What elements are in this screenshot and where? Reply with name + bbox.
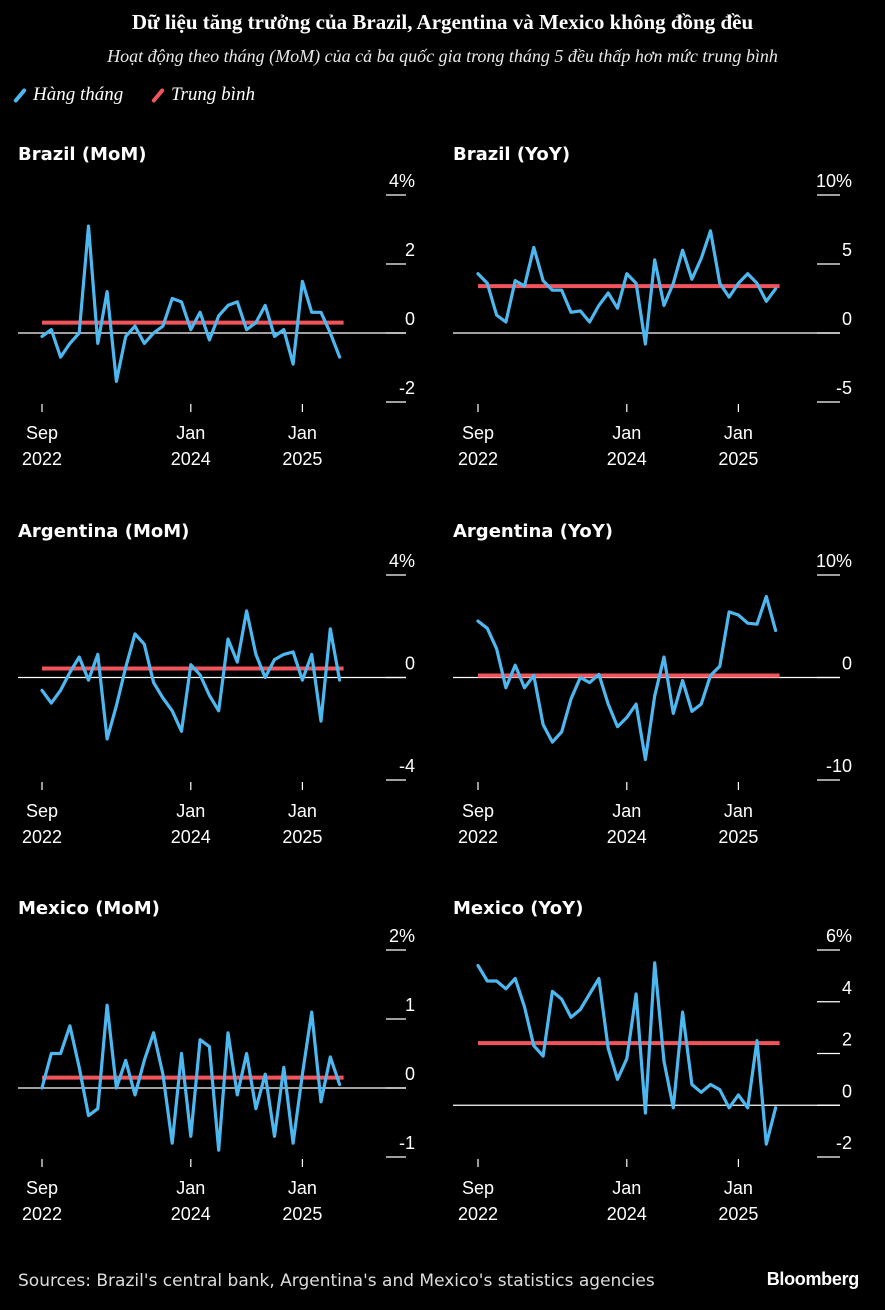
y-tick-label: 2 [842, 1030, 852, 1050]
y-tick-label: -10 [826, 756, 852, 776]
y-tick-label: -2 [399, 378, 415, 398]
x-tick-label-year: 2025 [282, 827, 322, 847]
y-tick-label: 10% [816, 551, 852, 571]
y-tick-label: 0 [405, 1064, 415, 1084]
legend-item-monthly: Hàng tháng [13, 84, 124, 106]
y-tick-label: 6% [826, 926, 852, 946]
panel-title: Brazil (YoY) [453, 144, 570, 165]
x-tick-label-month: Jan [288, 1178, 317, 1198]
x-tick-label-month: Sep [462, 423, 494, 443]
x-tick-label-year: 2022 [22, 449, 62, 469]
panel-title: Argentina (YoY) [453, 521, 613, 542]
x-tick-label-year: 2022 [458, 827, 498, 847]
panel-title: Brazil (MoM) [18, 144, 146, 165]
y-tick-label: -4 [399, 756, 415, 776]
x-tick-label-year: 2024 [607, 827, 647, 847]
x-tick-label-month: Jan [288, 423, 317, 443]
x-tick-label-month: Jan [612, 801, 641, 821]
x-tick-label-year: 2022 [458, 1204, 498, 1224]
y-tick-label: 2% [389, 926, 415, 946]
y-tick-label: 4% [389, 171, 415, 191]
x-tick-label-year: 2024 [607, 1204, 647, 1224]
y-tick-label: 0 [405, 309, 415, 329]
x-tick-label-month: Jan [612, 423, 641, 443]
panel-title: Mexico (MoM) [18, 898, 160, 919]
legend: Hàng tháng Trung bình [13, 84, 283, 110]
x-tick-label-month: Jan [724, 801, 753, 821]
y-tick-label: 4% [389, 551, 415, 571]
y-tick-label: 5 [842, 240, 852, 260]
panel-brazil-mom: Brazil (MoM) 4% 2 0 -2 Sep 2022 Jan 2024 Jan 2025 [18, 144, 415, 469]
y-tick-label: 10% [816, 171, 852, 191]
x-tick-label-month: Jan [176, 1178, 205, 1198]
x-tick-label-year: 2022 [22, 1204, 62, 1224]
monthly-series-line [476, 961, 778, 1146]
y-tick-label: -5 [836, 378, 852, 398]
x-tick-label-month: Sep [26, 1178, 58, 1198]
chart-subtitle: Hoạt động theo tháng (MoM) của cả ba quố… [107, 46, 778, 66]
y-tick-label: 0 [405, 654, 415, 674]
x-tick-label-year: 2024 [607, 449, 647, 469]
x-tick-label-year: 2025 [282, 449, 322, 469]
x-tick-label-month: Jan [288, 801, 317, 821]
y-tick-label: 4 [842, 978, 852, 998]
x-tick-label-month: Jan [724, 423, 753, 443]
x-tick-label-month: Jan [176, 801, 205, 821]
x-tick-label-month: Sep [462, 1178, 494, 1198]
panel-mexico-yoy: Mexico (YoY) 6% 4 2 0 -2 Sep 2022 Jan 2024 Jan 2025 [453, 898, 852, 1224]
y-tick-label: 0 [842, 309, 852, 329]
panel-brazil-yoy: Brazil (YoY) 10% 5 0 -5 Sep 2022 Jan 2024 Jan 2025 [453, 144, 852, 469]
panel-mexico-mom: Mexico (MoM) 2% 1 0 -1 Sep 2022 Jan 2024 Jan 2025 [18, 898, 415, 1224]
y-tick-label: 1 [405, 995, 415, 1015]
x-tick-label-month: Sep [26, 801, 58, 821]
x-tick-label-year: 2025 [718, 449, 758, 469]
monthly-series-line [40, 224, 342, 383]
x-tick-label-month: Jan [176, 423, 205, 443]
x-tick-label-month: Jan [612, 1178, 641, 1198]
panel-argentina-mom: Argentina (MoM) 4% 0 -4 Sep 2022 Jan 2024 Jan 202… [18, 521, 415, 847]
y-tick-label: 0 [842, 1081, 852, 1101]
x-tick-label-year: 2022 [458, 449, 498, 469]
x-tick-label-month: Sep [26, 423, 58, 443]
x-tick-label-year: 2025 [282, 1204, 322, 1224]
x-tick-label-month: Sep [462, 801, 494, 821]
x-tick-label-year: 2025 [718, 827, 758, 847]
x-tick-label-year: 2022 [22, 827, 62, 847]
x-tick-label-month: Jan [724, 1178, 753, 1198]
y-tick-label: -2 [836, 1133, 852, 1153]
y-tick-label: -1 [399, 1133, 415, 1153]
x-tick-label-year: 2024 [171, 449, 211, 469]
x-tick-label-year: 2024 [171, 1204, 211, 1224]
legend-label-monthly: Hàng tháng [33, 84, 124, 105]
x-tick-label-year: 2025 [718, 1204, 758, 1224]
y-tick-label: 0 [842, 654, 852, 674]
chart-title: Dữ liệu tăng trưởng của Brazil, Argentin… [131, 10, 754, 34]
sources-note: Sources: Brazil's central bank, Argentin… [18, 1271, 655, 1291]
legend-item-average: Trung bình [151, 84, 255, 106]
panel-title: Mexico (YoY) [453, 898, 583, 919]
panel-argentina-yoy: Argentina (YoY) 10% 0 -10 Sep 2022 Jan 2024 Jan 2… [453, 521, 852, 847]
y-tick-label: 2 [405, 240, 415, 260]
legend-label-average: Trung bình [171, 84, 255, 105]
panel-title: Argentina (MoM) [18, 521, 189, 542]
bloomberg-logo: Bloomberg [766, 1269, 860, 1289]
x-tick-label-year: 2024 [171, 827, 211, 847]
monthly-series-line [40, 609, 342, 741]
